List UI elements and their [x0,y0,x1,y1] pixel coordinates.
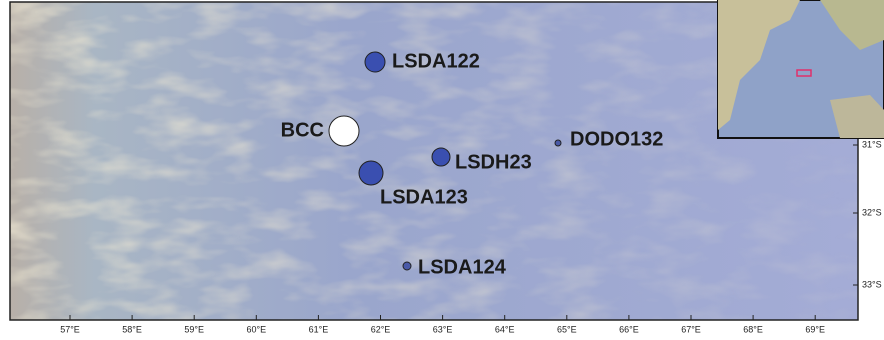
x-tick-label: 69°E [805,324,825,334]
x-tick-label: 61°E [309,324,329,334]
x-tick-label: 65°E [557,324,577,334]
station-marker [365,52,385,72]
x-tick-label: 63°E [433,324,453,334]
station-label: LSDA122 [392,50,480,72]
x-tick-label: 66°E [619,324,639,334]
map: LSDA122 BCC DODO132 LSDH23 LSDA123 LSDA124 57… [0,0,884,340]
y-tick-label: 31°S [862,139,882,149]
x-tick-label: 64°E [495,324,515,334]
y-tick-label: 32°S [862,207,882,217]
station-marker [555,140,561,146]
station-label: LSDA124 [418,256,507,278]
station-label: DODO132 [570,128,663,150]
x-tick-label: 67°E [681,324,701,334]
x-tick-label: 57°E [60,324,80,334]
station-marker [403,262,411,270]
inset-map [718,0,884,138]
station-label: LSDA123 [380,186,468,208]
y-tick-label: 33°S [862,279,882,289]
x-tick-label: 59°E [184,324,204,334]
station-label: BCC [281,119,324,141]
x-tick-label: 58°E [122,324,142,334]
x-tick-label: 60°E [246,324,266,334]
station-marker [329,116,359,146]
station-marker [432,148,450,166]
x-tick-label: 62°E [371,324,391,334]
x-tick-label: 68°E [743,324,763,334]
station-marker [359,161,383,185]
station-label: LSDH23 [455,151,532,173]
